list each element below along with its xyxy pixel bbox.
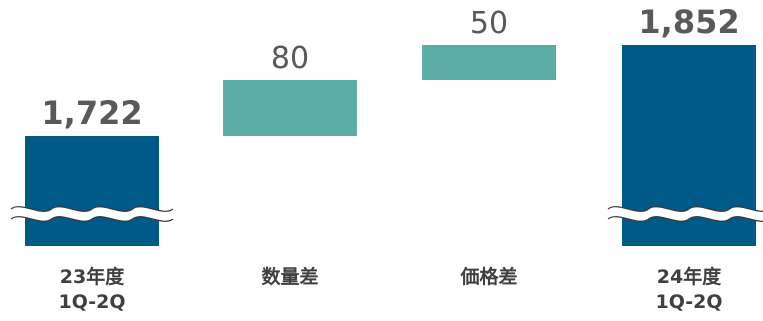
axis-break-4 [605, 207, 763, 221]
category-labels-layer: 23年度 1Q-2Q 数量差 価格差 24年度 1Q-2Q [59, 265, 723, 313]
axis-break-line-bottom-4 [607, 216, 763, 222]
category-sublabel-4: 1Q-2Q [656, 291, 723, 313]
bar-3 [422, 45, 556, 80]
value-label-1: 1,722 [41, 94, 142, 132]
axis-break-line-bottom-1 [10, 216, 174, 222]
category-label-3: 価格差 [459, 265, 517, 288]
category-label-2: 数量差 [261, 265, 318, 288]
bar-1 [25, 136, 159, 246]
value-label-4: 1,852 [638, 3, 739, 41]
axis-break-1 [8, 207, 176, 221]
axis-break-layer [8, 206, 763, 222]
category-label-1: 23年度 [60, 265, 125, 288]
axis-break-line-top-4 [607, 206, 763, 212]
value-label-2: 80 [271, 41, 309, 76]
value-label-3: 50 [470, 6, 508, 41]
value-labels-layer: 1,722 80 50 1,852 [41, 3, 739, 132]
bar-2 [223, 80, 357, 136]
category-label-4: 24年度 [657, 265, 722, 288]
axis-break-line-top-1 [10, 206, 174, 212]
category-sublabel-1: 1Q-2Q [59, 291, 126, 313]
